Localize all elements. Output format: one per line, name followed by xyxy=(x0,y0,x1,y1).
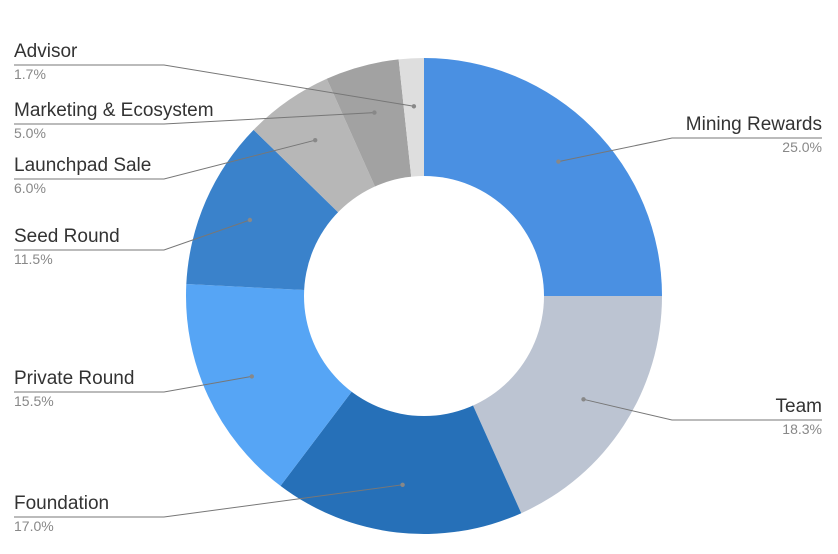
leader-line-launchpad-sale xyxy=(14,139,316,180)
leader-dot-mining-rewards xyxy=(556,159,561,164)
slice-percent-private-round: 15.5% xyxy=(14,393,54,409)
labels-layer: Mining Rewards 25.0% Team 18.3% Foundation 17… xyxy=(14,41,822,534)
slice-percent-seed-round: 11.5% xyxy=(14,251,53,267)
leader-line-mining-rewards xyxy=(558,137,822,163)
slice-foundation xyxy=(280,296,522,535)
leader-dot-marketing-and-ecosystem xyxy=(372,110,377,115)
leader-dot-launchpad-sale xyxy=(313,138,318,143)
slice-label-marketing-and-ecosystem: Marketing & Ecosystem xyxy=(14,100,214,121)
slice-percent-team: 18.3% xyxy=(782,421,822,437)
slice-label-private-round: Private Round xyxy=(14,368,134,389)
donut-hole xyxy=(304,176,544,416)
leader-dot-seed-round xyxy=(247,217,253,223)
slice-percent-advisor: 1.7% xyxy=(14,66,46,82)
slice-label-launchpad-sale: Launchpad Sale xyxy=(14,155,151,176)
leader-line-marketing-and-ecosystem xyxy=(14,112,375,125)
leader-line-seed-round xyxy=(14,219,251,251)
slice-percent-mining-rewards: 25.0% xyxy=(782,139,822,155)
slice-label-mining-rewards: Mining Rewards xyxy=(686,114,822,135)
slice-label-team: Team xyxy=(776,396,822,417)
slice-label-advisor: Advisor xyxy=(14,41,78,62)
slice-label-foundation: Foundation xyxy=(14,493,109,514)
leader-line-team xyxy=(583,398,822,421)
leader-dot-advisor xyxy=(411,104,417,109)
leader-dot-private-round xyxy=(249,374,254,379)
leader-line-foundation xyxy=(14,484,403,518)
leader-line-advisor xyxy=(14,64,414,107)
slice-percent-marketing-and-ecosystem: 5.0% xyxy=(14,125,46,141)
leader-line-private-round xyxy=(14,375,252,393)
leader-lines-layer xyxy=(14,64,822,518)
leader-dot-team xyxy=(581,397,586,402)
slice-percent-foundation: 17.0% xyxy=(14,518,54,534)
leader-dot-foundation xyxy=(400,482,405,487)
slice-label-seed-round: Seed Round xyxy=(14,226,120,247)
slice-percent-launchpad-sale: 6.0% xyxy=(14,180,46,196)
